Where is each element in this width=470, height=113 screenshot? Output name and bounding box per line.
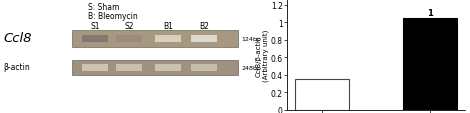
Text: S2: S2 <box>124 22 134 31</box>
Text: S: Sham: S: Sham <box>87 3 119 12</box>
Text: β-actin: β-actin <box>4 63 31 72</box>
Bar <box>155 64 180 71</box>
Bar <box>116 36 142 43</box>
Bar <box>295 79 349 110</box>
Bar <box>191 64 217 71</box>
Text: Ccl8: Ccl8 <box>4 32 32 45</box>
Bar <box>155 36 180 43</box>
Text: 1: 1 <box>427 9 433 18</box>
Bar <box>82 36 108 43</box>
Bar <box>191 36 217 43</box>
Text: B2: B2 <box>199 22 209 31</box>
Text: S1: S1 <box>91 22 100 31</box>
Text: 124bp: 124bp <box>242 37 261 42</box>
Bar <box>403 19 457 110</box>
Bar <box>72 31 237 47</box>
Bar <box>72 60 237 75</box>
Text: B1: B1 <box>163 22 172 31</box>
Bar <box>82 64 108 71</box>
Text: 248bp: 248bp <box>242 65 261 70</box>
Y-axis label: Ccl8/β-actin
(Arbitrary unit): Ccl8/β-actin (Arbitrary unit) <box>256 29 269 81</box>
Bar <box>116 64 142 71</box>
Text: B: Bleomycin: B: Bleomycin <box>87 12 137 21</box>
